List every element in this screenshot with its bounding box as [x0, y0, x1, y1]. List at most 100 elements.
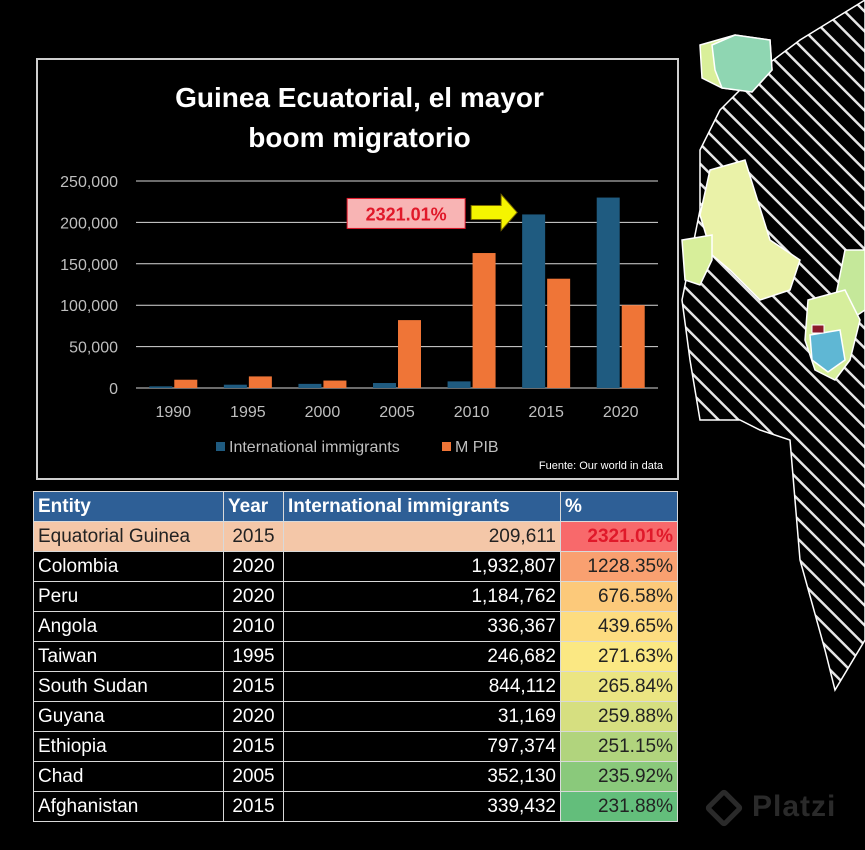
cell-year: 2015: [223, 791, 284, 822]
gabon-map-region: [809, 329, 846, 373]
cell-percent: 1228.35%: [560, 551, 678, 582]
cell-immigrants: 336,367: [283, 611, 561, 642]
table-row: Equatorial Guinea 2015 209,611 2321.01%: [33, 521, 678, 552]
chart-title-line-2: boom migratorio: [248, 122, 471, 153]
legend-swatch: [216, 442, 225, 451]
cell-year: 2005: [223, 761, 284, 792]
bar-mpib: [174, 379, 198, 388]
platzi-watermark: Platzi: [704, 788, 837, 828]
cell-entity: Angola: [33, 611, 224, 642]
cell-immigrants: 1,184,762: [283, 581, 561, 612]
y-tick-label: 0: [109, 381, 118, 398]
bar-immigrants: [298, 383, 322, 388]
cell-entity: Colombia: [33, 551, 224, 582]
header-year: Year: [223, 491, 284, 522]
bar-mpib: [398, 320, 421, 388]
cell-percent: 439.65%: [560, 611, 678, 642]
spain-map-region: [711, 34, 773, 93]
cell-entity: Taiwan: [33, 641, 224, 672]
bar-immigrants: [522, 214, 546, 388]
bar-immigrants: [149, 386, 173, 388]
cell-year: 2015: [223, 521, 284, 552]
chart-title-line-1: Guinea Ecuatorial, el mayor: [175, 82, 544, 113]
cell-entity: Afghanistan: [33, 791, 224, 822]
x-tick-label: 2020: [603, 404, 639, 421]
table-row: Afghanistan 2015 339,432 231.88%: [33, 791, 678, 822]
cell-year: 2010: [223, 611, 284, 642]
y-tick-label: 50,000: [69, 340, 118, 357]
cell-entity: South Sudan: [33, 671, 224, 702]
table-row: Chad 2005 352,130 235.92%: [33, 761, 678, 792]
bar-immigrants: [447, 381, 471, 388]
cell-year: 2020: [223, 581, 284, 612]
cell-year: 1995: [223, 641, 284, 672]
table-row: Guyana 2020 31,169 259.88%: [33, 701, 678, 732]
cell-entity: Equatorial Guinea: [33, 521, 224, 552]
y-tick-label: 250,000: [60, 174, 118, 191]
equatorial-guinea-map-region: [811, 324, 825, 334]
immigration-table: Entity Year International immigrants % E…: [33, 491, 678, 822]
legend-swatch: [442, 442, 451, 451]
cell-immigrants: 209,611: [283, 521, 561, 552]
x-tick-label: 1995: [230, 404, 266, 421]
watermark-text: Platzi: [752, 790, 837, 823]
mali-map-region: [699, 159, 801, 301]
table-row: Peru 2020 1,184,762 676.58%: [33, 581, 678, 612]
bar-immigrants: [596, 197, 620, 388]
header-entity: Entity: [33, 491, 224, 522]
chart-panel: Guinea Ecuatorial, el mayor boom migrato…: [36, 58, 679, 480]
y-tick-label: 100,000: [60, 298, 118, 315]
cell-entity: Peru: [33, 581, 224, 612]
cell-percent: 231.88%: [560, 791, 678, 822]
cell-entity: Chad: [33, 761, 224, 792]
bar-mpib: [248, 376, 272, 388]
cell-immigrants: 246,682: [283, 641, 561, 672]
cell-percent: 265.84%: [560, 671, 678, 702]
y-tick-label: 150,000: [60, 257, 118, 274]
table-row: Ethiopia 2015 797,374 251.15%: [33, 731, 678, 762]
west-africa-map-region: [681, 234, 713, 286]
x-tick-label: 2000: [305, 404, 341, 421]
header-percent: %: [560, 491, 678, 522]
cell-immigrants: 797,374: [283, 731, 561, 762]
header-immigrants: International immigrants: [283, 491, 561, 522]
table-row: Taiwan 1995 246,682 271.63%: [33, 641, 678, 672]
bar-mpib: [472, 253, 496, 388]
platzi-logo-icon: [704, 788, 744, 828]
legend-label: M PIB: [455, 439, 499, 456]
cell-immigrants: 844,112: [283, 671, 561, 702]
cell-entity: Guyana: [33, 701, 224, 732]
table-header-row: Entity Year International immigrants %: [33, 491, 678, 522]
arrow-right-icon: [470, 193, 518, 232]
cell-year: 2020: [223, 551, 284, 582]
bar-mpib: [547, 278, 571, 388]
cell-immigrants: 1,932,807: [283, 551, 561, 582]
x-tick-label: 1990: [155, 404, 191, 421]
annotation-box: [346, 197, 466, 229]
x-tick-label: 2005: [379, 404, 415, 421]
cell-year: 2015: [223, 671, 284, 702]
x-tick-label: 2015: [528, 404, 564, 421]
cell-percent: 271.63%: [560, 641, 678, 672]
bar-mpib: [621, 305, 645, 388]
cell-percent: 235.92%: [560, 761, 678, 792]
cell-percent: 676.58%: [560, 581, 678, 612]
annotation-label: 2321.01%: [366, 204, 447, 224]
table-body: Equatorial Guinea 2015 209,611 2321.01% Colo…: [33, 521, 678, 822]
y-tick-label: 200,000: [60, 215, 118, 232]
bar-mpib: [323, 380, 347, 388]
legend-label: International immigrants: [229, 439, 400, 456]
cell-entity: Ethiopia: [33, 731, 224, 762]
x-tick-label: 2010: [454, 404, 490, 421]
table-row: Angola 2010 336,367 439.65%: [33, 611, 678, 642]
chart-title: Guinea Ecuatorial, el mayor boom migrato…: [38, 78, 681, 158]
source-note: Fuente: Our world in data: [538, 460, 663, 472]
bar-immigrants: [223, 384, 247, 388]
bar-immigrants: [373, 383, 396, 388]
cell-immigrants: 31,169: [283, 701, 561, 732]
cell-immigrants: 339,432: [283, 791, 561, 822]
bar-chart: 0 50,000 100,000 150,000 200,000 250,000 1990 1…: [60, 174, 658, 456]
cell-year: 2015: [223, 731, 284, 762]
cell-percent: 259.88%: [560, 701, 678, 732]
